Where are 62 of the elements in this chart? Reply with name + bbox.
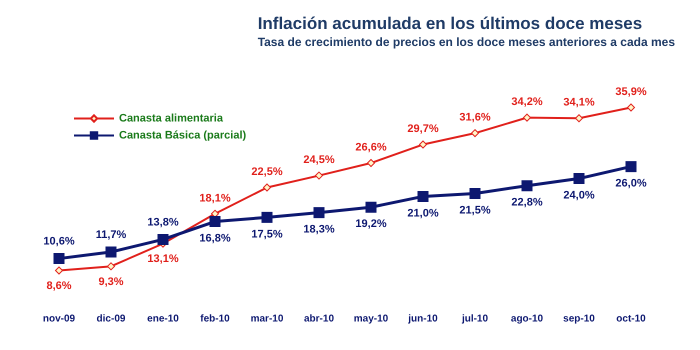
point (627, 103, 635, 112)
point (106, 246, 116, 258)
point (419, 140, 427, 149)
point (626, 161, 636, 172)
point (262, 212, 272, 223)
data-label: 13,8% (147, 216, 179, 228)
point (418, 190, 428, 202)
x-tick-label: mar-10 (250, 314, 284, 324)
point (263, 184, 271, 192)
x-tick-label: sep-10 (563, 314, 596, 324)
data-label: 24,5% (303, 154, 335, 166)
data-label: 17,5% (251, 228, 283, 240)
point (366, 202, 376, 213)
chart-subtitle: Tasa de crecimiento de precios en los doce meses anteriores a cada mes (258, 35, 676, 49)
data-label: 29,7% (407, 123, 439, 136)
legend-label: Canasta Básica (parcial) (119, 130, 247, 142)
data-label: 19,2% (355, 218, 387, 230)
data-label: 22,8% (511, 196, 543, 209)
data-label: 35,9% (615, 86, 647, 98)
data-label: 18,1% (199, 192, 231, 204)
data-label: 24,0% (563, 190, 595, 202)
x-tick-label: nov-09 (42, 314, 76, 324)
data-label: 13,1% (147, 253, 179, 266)
point (471, 129, 479, 138)
data-label: 11,7% (96, 228, 127, 241)
point (574, 173, 584, 184)
x-tick-label: dic-09 (96, 314, 126, 324)
x-tick-label: feb-10 (200, 314, 230, 324)
x-tick-label: oct-10 (616, 314, 646, 324)
data-label: 22,5% (251, 166, 283, 178)
point (314, 207, 324, 218)
x-tick-label: may-10 (354, 314, 389, 324)
data-label: 21,0% (407, 207, 439, 220)
data-label: 31,6% (459, 112, 491, 124)
point (158, 234, 168, 245)
data-label: 34,1% (563, 96, 595, 109)
data-label: 9,3% (98, 276, 124, 288)
data-label: 18,3% (303, 224, 335, 236)
data-label: 16,8% (199, 232, 231, 245)
point (55, 266, 63, 275)
data-label: 26,6% (355, 142, 387, 154)
point (523, 114, 531, 122)
data-label: 8,6% (46, 280, 72, 292)
point (315, 172, 323, 180)
point (522, 180, 532, 192)
point (210, 216, 220, 228)
point (54, 253, 64, 264)
legend-label: Canasta alimentaria (119, 112, 224, 124)
x-tick-label: abr-10 (304, 314, 334, 324)
data-label: 34,2% (511, 96, 543, 108)
point (470, 188, 480, 199)
x-tick-label: ago-10 (510, 314, 544, 324)
data-label: 21,5% (459, 204, 491, 216)
point (367, 159, 375, 168)
data-label: 26,0% (615, 178, 647, 190)
x-tick-label: jul-10 (460, 314, 488, 324)
x-tick-label: ene-10 (147, 314, 180, 324)
chart-title: Inflación acumulada en los últimos doce meses (258, 14, 642, 33)
data-label: 10,6% (43, 236, 75, 248)
point (107, 262, 115, 270)
point (575, 114, 583, 122)
x-tick-label: jun-10 (407, 314, 438, 324)
